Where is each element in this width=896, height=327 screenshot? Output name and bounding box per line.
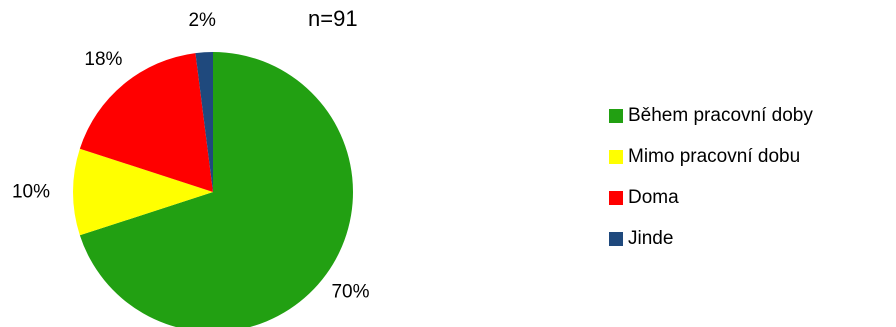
pie-value-label-2: 18% bbox=[84, 49, 122, 70]
pie-slice-0 bbox=[79, 52, 353, 327]
legend-label-2: Doma bbox=[628, 187, 679, 208]
legend-swatch-2 bbox=[609, 191, 623, 205]
legend-item-1: Mimo pracovní dobu bbox=[609, 146, 813, 167]
legend: Během pracovní doby Mimo pracovní dobu D… bbox=[609, 105, 813, 270]
legend-swatch-3 bbox=[609, 232, 623, 246]
legend-item-3: Jinde bbox=[609, 228, 813, 249]
pie-chart: 70% 10% 18% 2% bbox=[12, 10, 370, 327]
legend-label-0: Během pracovní doby bbox=[628, 105, 813, 126]
legend-label-1: Mimo pracovní dobu bbox=[628, 146, 801, 167]
pie-slice-2 bbox=[79, 53, 213, 192]
pie-slice-3 bbox=[195, 51, 213, 192]
legend-swatch-1 bbox=[609, 150, 623, 164]
legend-label-3: Jinde bbox=[628, 228, 674, 249]
legend-item-2: Doma bbox=[609, 187, 813, 208]
pie-slice-1 bbox=[72, 148, 214, 236]
pie-value-label-1: 10% bbox=[12, 182, 50, 203]
legend-item-0: Během pracovní doby bbox=[609, 105, 813, 126]
pie-value-label-0: 70% bbox=[331, 281, 369, 302]
pie-value-label-3: 2% bbox=[188, 10, 216, 31]
sample-size-label: n=91 bbox=[308, 6, 358, 31]
legend-swatch-0 bbox=[609, 109, 623, 123]
